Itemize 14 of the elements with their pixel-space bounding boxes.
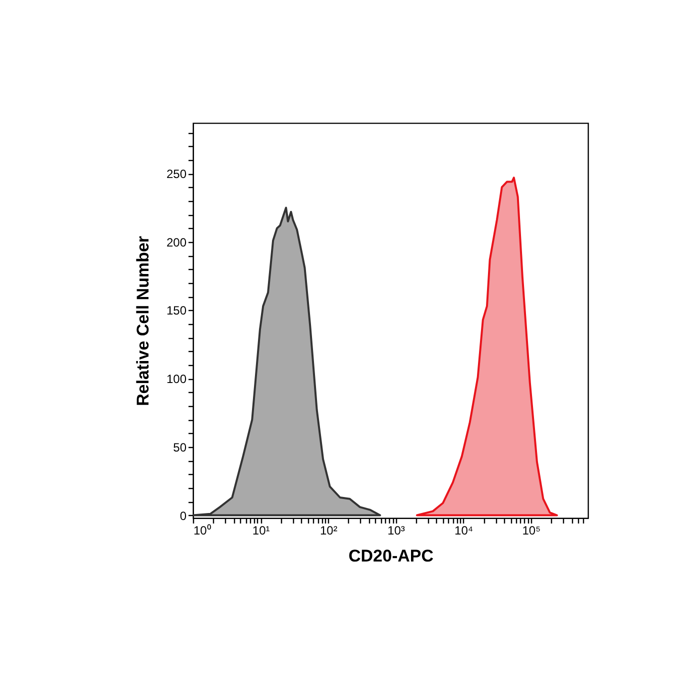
x-tick-label: 10⁰ xyxy=(194,524,211,538)
x-tick-label: 10⁵ xyxy=(522,524,541,538)
x-tick-label: 10³ xyxy=(388,524,405,538)
y-tick-label: 150 xyxy=(166,304,187,318)
y-tick-label: 250 xyxy=(166,167,187,182)
y-tick-label: 200 xyxy=(166,235,187,250)
y-tick-label: 100 xyxy=(166,372,187,386)
y-axis-title: Relative Cell Number xyxy=(133,236,152,406)
x-tick-label: 10² xyxy=(320,524,338,538)
y-tick-label: 0 xyxy=(180,508,187,523)
x-axis-title: CD20-APC xyxy=(348,546,434,566)
y-tick-label: 50 xyxy=(173,440,187,454)
x-tick-label: 10¹ xyxy=(252,524,270,538)
x-tick-label: 10⁴ xyxy=(454,524,474,538)
